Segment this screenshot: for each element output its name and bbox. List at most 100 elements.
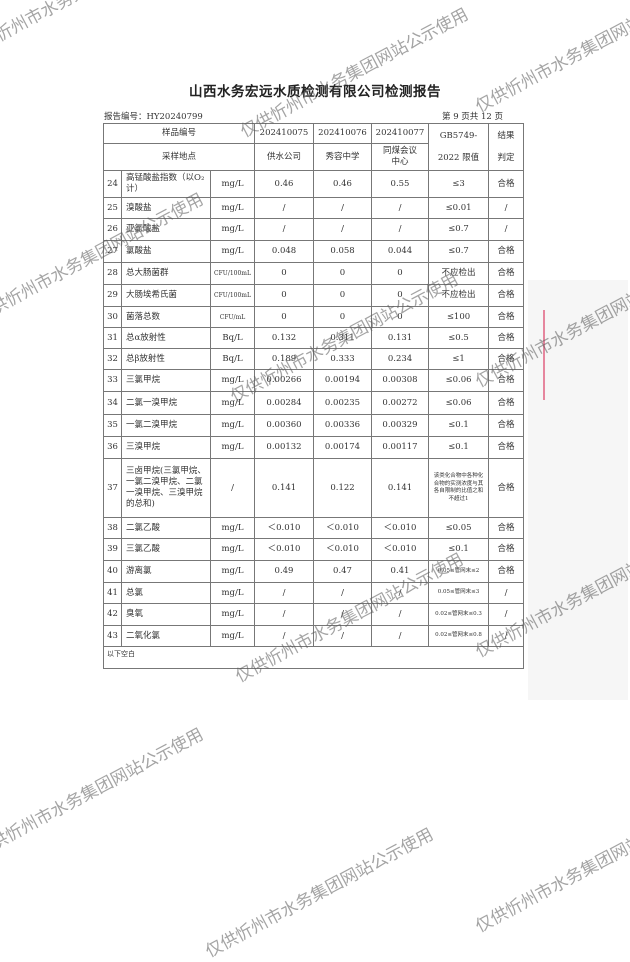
sample-site: 秀容中学	[313, 143, 372, 171]
result: 合格	[488, 262, 524, 285]
table-row: 28 总大肠菌群 CFU/100mL 0 0 0 不应检出 合格	[103, 262, 524, 285]
limit: ≤0.01	[428, 197, 489, 219]
table-row: 43 二氧化氯 mg/L / //0.02≤管网末≤0.8/	[103, 625, 524, 647]
value: /	[313, 197, 372, 219]
row-number: 24	[103, 170, 122, 198]
limit: 0.05≤管网末≤2	[428, 560, 489, 583]
unit: Bq/L	[210, 327, 255, 349]
row-number: 37	[103, 458, 122, 518]
result: 合格	[488, 560, 524, 583]
row-number: 39	[103, 538, 122, 561]
item-name: 溴酸盐	[121, 197, 211, 219]
result-header: 结果判定	[488, 123, 524, 171]
value: 0.048	[254, 240, 314, 263]
sample-no: 202410076	[313, 123, 372, 144]
item-name: 游离氯	[121, 560, 211, 583]
result: 合格	[488, 240, 524, 263]
value: ＜0.010	[313, 538, 372, 561]
value: 0.49	[254, 560, 314, 583]
row-number: 26	[103, 218, 122, 241]
value: ＜0.010	[254, 538, 314, 561]
value: 0	[254, 262, 314, 285]
item-name: 一氯二溴甲烷	[121, 414, 211, 437]
result: 合格	[488, 170, 524, 198]
row-number: 41	[103, 582, 122, 604]
sample-no: 202410075	[254, 123, 314, 144]
table-row: 38 二氯乙酸 mg/L ＜0.010 ＜0.010 ＜0.010 ≤0.05 合格	[103, 517, 524, 539]
report-title: 山西水务宏远水质检测有限公司检测报告	[189, 84, 441, 100]
value: /	[254, 218, 314, 241]
table-row: 34 二氯一溴甲烷 mg/L 0.00284 0.00235 0.00272 ≤0.06 合格	[103, 391, 524, 415]
item-name: 二氯一溴甲烷	[121, 391, 211, 415]
result: /	[488, 582, 524, 604]
value: 0.00272	[371, 391, 429, 415]
value: 0.044	[371, 240, 429, 263]
result: 合格	[488, 327, 524, 349]
result: 合格	[488, 369, 524, 392]
value: 0	[254, 284, 314, 307]
row-number: 40	[103, 560, 122, 583]
table-row: 27 氯酸盐 mg/L 0.048 0.058 0.044 ≤0.7 合格	[103, 240, 524, 263]
value: 0.058	[313, 240, 372, 263]
value: 0.00329	[371, 414, 429, 437]
row-number: 30	[103, 306, 122, 328]
value: 0.122	[313, 458, 372, 518]
item-name: 总β放射性	[121, 348, 211, 370]
value: 0.46	[254, 170, 314, 198]
value: /	[254, 625, 314, 647]
limit: 不应检出	[428, 284, 489, 307]
limit-header-line1: GB5749-	[439, 130, 478, 141]
value: /	[371, 625, 429, 647]
value: 0.00266	[254, 369, 314, 392]
unit: CFU/100mL	[210, 262, 255, 285]
unit: mg/L	[210, 538, 255, 561]
limit: ≤1	[428, 348, 489, 370]
value: /	[254, 603, 314, 626]
item-name: 总α放射性	[121, 327, 211, 349]
row-number: 43	[103, 625, 122, 647]
watermark: 仅供忻州市水务集团网站公示使用	[237, 4, 472, 143]
value: ＜0.010	[371, 517, 429, 539]
result: 合格	[488, 348, 524, 370]
result: 合格	[488, 414, 524, 437]
value: 0.41	[371, 560, 429, 583]
value: /	[254, 197, 314, 219]
item-name: 三氯乙酸	[121, 538, 211, 561]
limit: ≤0.06	[428, 391, 489, 415]
value: 0	[313, 284, 372, 307]
row-number: 28	[103, 262, 122, 285]
table-footer: 以下空白	[103, 646, 524, 669]
unit: mg/L	[210, 517, 255, 539]
value: ＜0.010	[254, 517, 314, 539]
value: /	[371, 582, 429, 604]
value: 0	[371, 306, 429, 328]
report-number: 报告编号：HY20240799	[104, 112, 203, 122]
sample-no: 202410077	[371, 123, 429, 144]
value: 0.00117	[371, 436, 429, 459]
unit: mg/L	[210, 582, 255, 604]
unit: mg/L	[210, 414, 255, 437]
watermark: 仅供忻州市水务集团网站公示使用	[202, 824, 437, 962]
table-row: 35 一氯二溴甲烷 mg/L 0.00360 0.00336 0.00329 ≤0.1 合格	[103, 414, 524, 437]
row-number: 32	[103, 348, 122, 370]
seal-stamp-fragment	[543, 310, 553, 400]
item-name: 二氧化氯	[121, 625, 211, 647]
value: 0.131	[371, 327, 429, 349]
value: 0.333	[313, 348, 372, 370]
limit: ≤0.1	[428, 436, 489, 459]
value: 0	[313, 306, 372, 328]
watermark: 仅供忻州市水务集团网站公示使用	[0, 724, 207, 863]
unit: Bq/L	[210, 348, 255, 370]
limit: 0.02≤管网末≤0.3	[428, 603, 489, 626]
table-row: 26 亚氯酸盐 mg/L / / / ≤0.7/	[103, 218, 524, 241]
value: 0.46	[313, 170, 372, 198]
item-name: 三卤甲烷(三氯甲烷、一氯二溴甲烷、二氯一溴甲烷、三溴甲烷的总和)	[121, 458, 211, 518]
unit: mg/L	[210, 391, 255, 415]
result: /	[488, 603, 524, 626]
value: ＜0.010	[371, 538, 429, 561]
table-row: 24 高锰酸盐指数（以O₂计） mg/L 0.46 0.46 0.55 ≤3 合格	[103, 170, 524, 198]
value: /	[371, 197, 429, 219]
limit: ≤3	[428, 170, 489, 198]
value: 0.00235	[313, 391, 372, 415]
row-number: 36	[103, 436, 122, 459]
